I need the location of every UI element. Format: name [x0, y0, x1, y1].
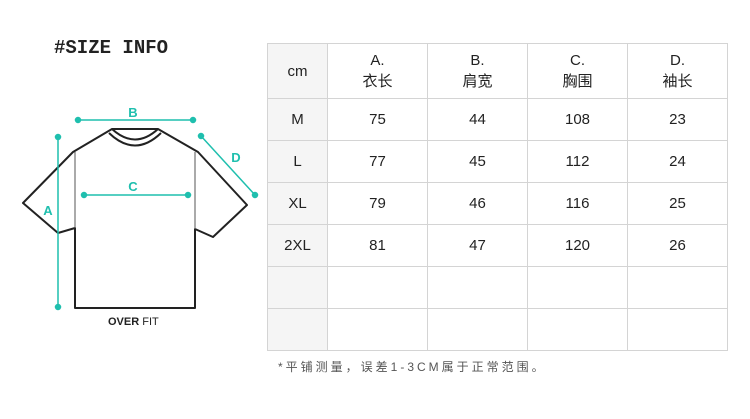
label-b: B: [128, 105, 137, 120]
table-row: M 75 44 108 23: [267, 98, 728, 141]
fit-bold: OVER: [108, 316, 140, 328]
value-cell: 112: [527, 140, 628, 183]
label-c: C: [128, 179, 138, 194]
value-cell: 47: [427, 224, 528, 267]
value-cell: [427, 266, 528, 309]
value-cell: 26: [627, 224, 728, 267]
label-d: D: [231, 150, 240, 165]
value-cell: [327, 308, 428, 351]
value-cell: [327, 266, 428, 309]
value-cell: [427, 308, 528, 351]
value-cell: 77: [327, 140, 428, 183]
label-a: A: [43, 203, 53, 218]
value-cell: 24: [627, 140, 728, 183]
header-a: A. 衣长: [327, 43, 428, 99]
table-header-row: cm A. 衣长 B. 肩宽 C. 胸围 D. 袖长: [267, 43, 728, 99]
value-cell: 120: [527, 224, 628, 267]
unit-cell: cm: [267, 43, 328, 99]
fit-light: FIT: [142, 316, 159, 328]
value-cell: 23: [627, 98, 728, 141]
tshirt-collar: [108, 128, 162, 147]
value-cell: 46: [427, 182, 528, 225]
page-title: #SIZE INFO: [54, 37, 169, 59]
table-row: 2XL 81 47 120 26: [267, 224, 728, 267]
header-b: B. 肩宽: [427, 43, 528, 99]
fit-label: OVER FIT: [108, 316, 159, 328]
table-row: XL 79 46 116 25: [267, 182, 728, 225]
table-row: [267, 308, 728, 351]
table-row: [267, 266, 728, 309]
value-cell: 45: [427, 140, 528, 183]
size-cell: [267, 308, 328, 351]
size-table: cm A. 衣长 B. 肩宽 C. 胸围 D. 袖长 M 75 44 108 23 L 77 45 11…: [267, 43, 728, 351]
value-cell: [627, 308, 728, 351]
header-d: D. 袖长: [627, 43, 728, 99]
value-cell: [527, 266, 628, 309]
tshirt-diagram: A B C D: [22, 105, 259, 311]
value-cell: [627, 266, 728, 309]
header-c: C. 胸围: [527, 43, 628, 99]
table-row: L 77 45 112 24: [267, 140, 728, 183]
size-cell: [267, 266, 328, 309]
value-cell: 75: [327, 98, 428, 141]
measure-d-line: [200, 135, 256, 196]
value-cell: 25: [627, 182, 728, 225]
size-cell: M: [267, 98, 328, 141]
size-cell: XL: [267, 182, 328, 225]
value-cell: [527, 308, 628, 351]
size-cell: 2XL: [267, 224, 328, 267]
measurement-note: *平铺测量，误差1-3CM属于正常范围。: [278, 360, 547, 374]
value-cell: 79: [327, 182, 428, 225]
value-cell: 44: [427, 98, 528, 141]
tshirt-outline: [22, 128, 248, 309]
value-cell: 116: [527, 182, 628, 225]
size-cell: L: [267, 140, 328, 183]
value-cell: 81: [327, 224, 428, 267]
value-cell: 108: [527, 98, 628, 141]
